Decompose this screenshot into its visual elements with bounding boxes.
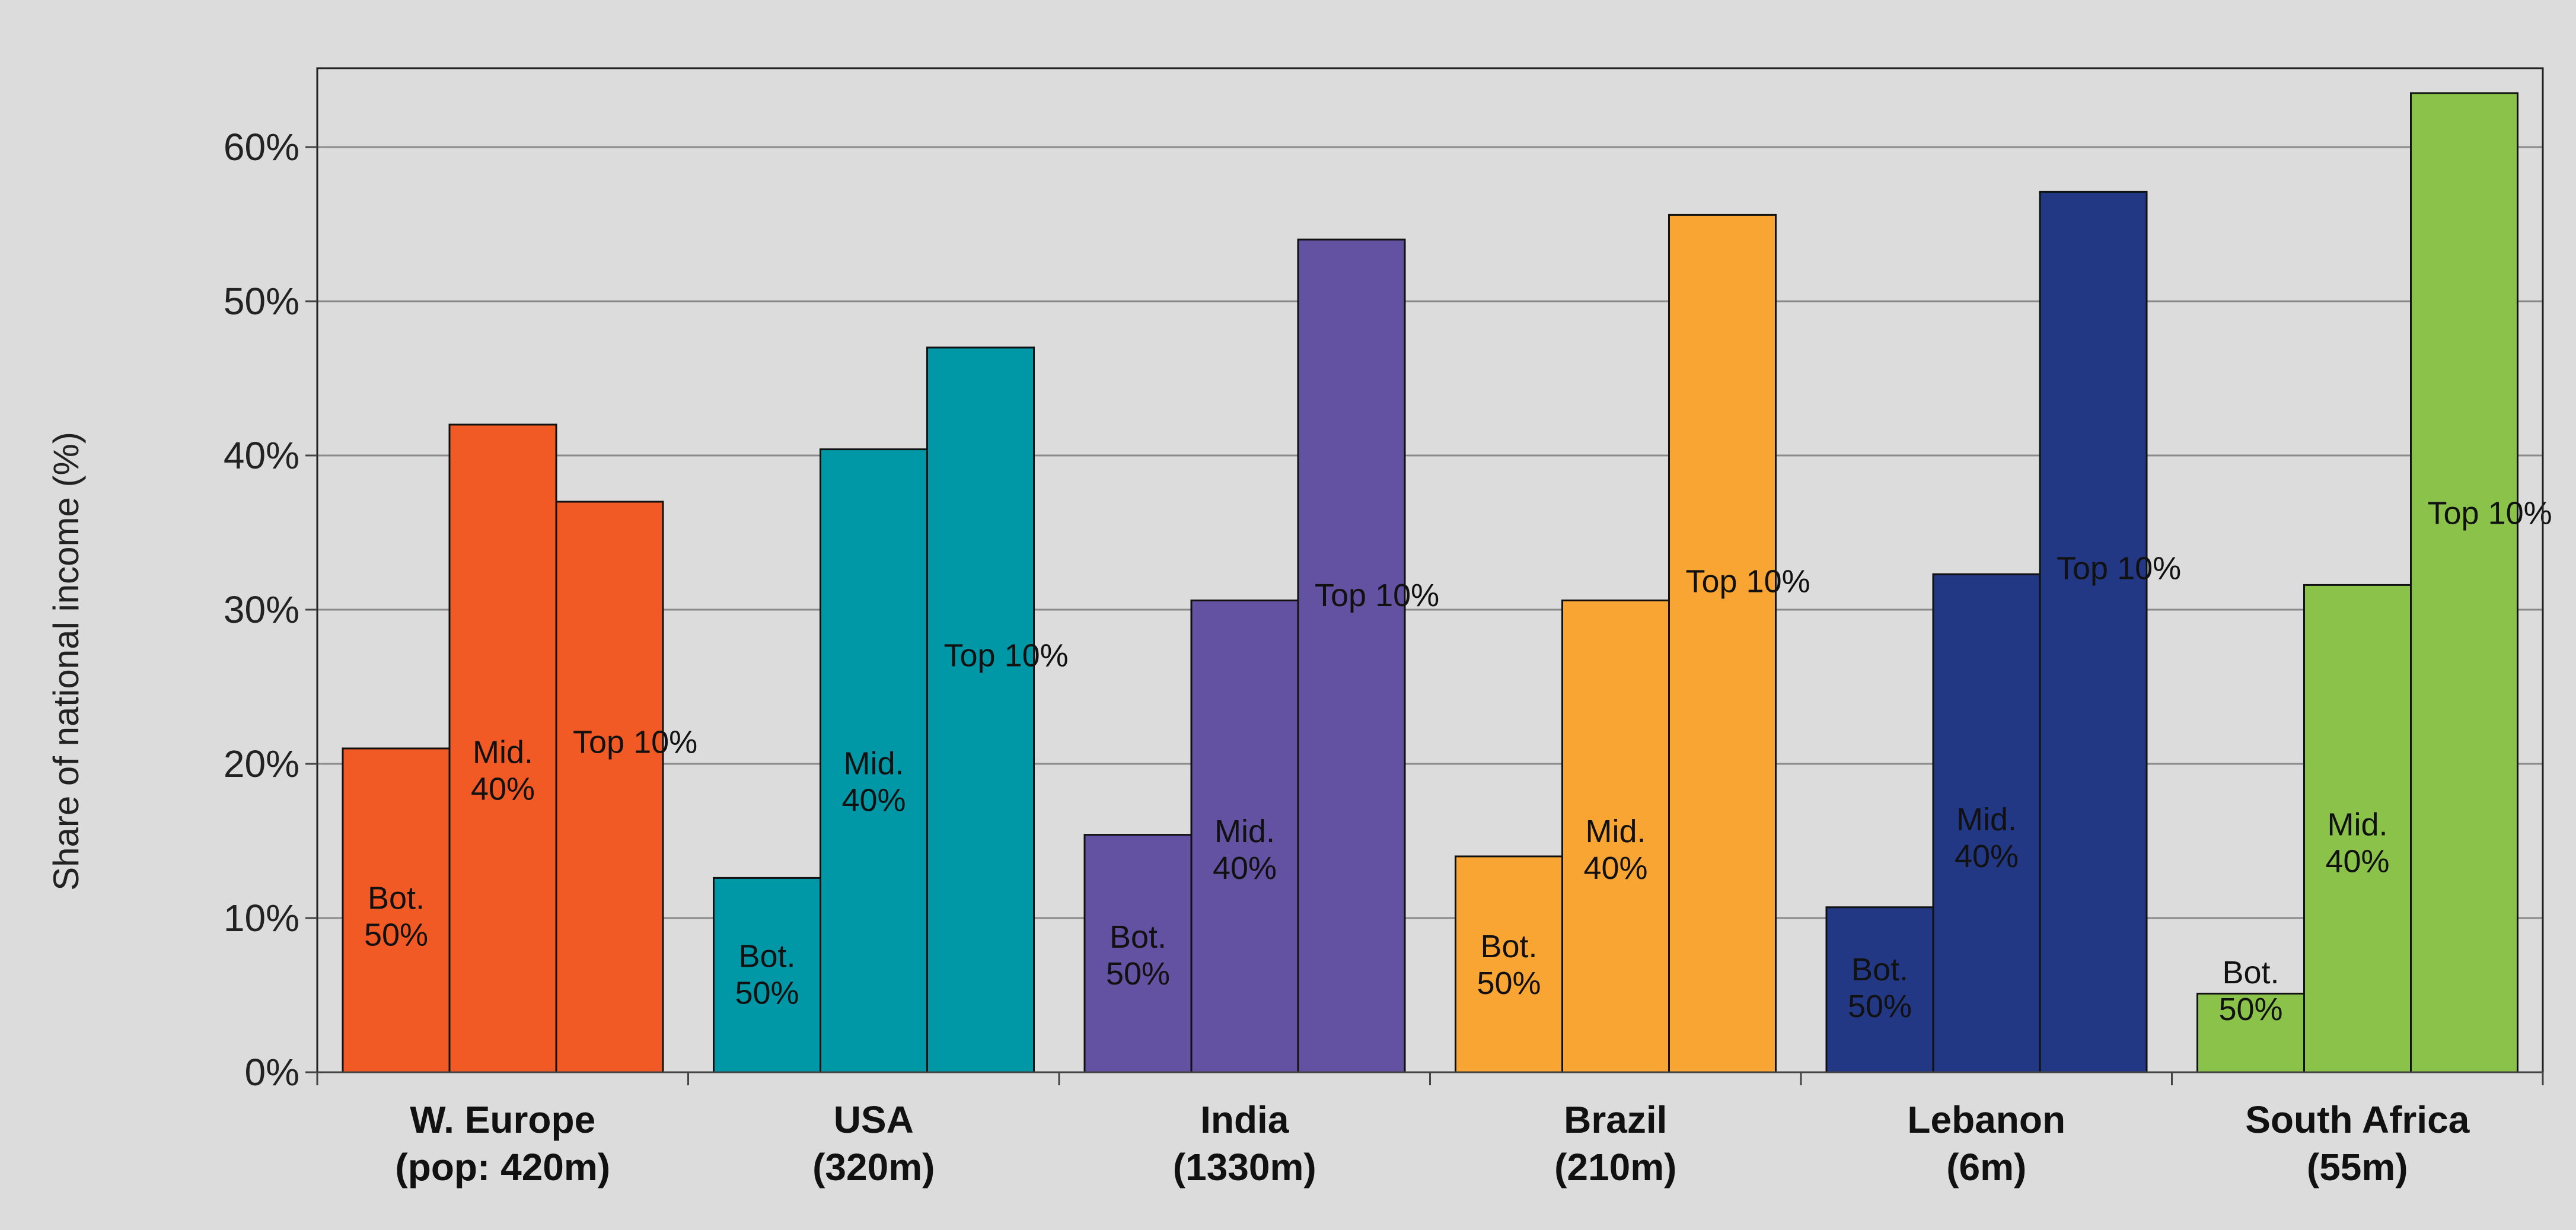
bar [1668,214,1777,1073]
bar [1932,573,2041,1073]
y-tick-label: 0% [245,1051,300,1094]
y-tick-label: 40% [224,434,299,477]
bar-label: 50% [1848,989,1912,1024]
y-tick-label: 60% [224,126,299,168]
bar-label: Bot. [2222,955,2279,990]
bar [2303,584,2412,1073]
bar [820,448,928,1073]
bar [2039,190,2148,1073]
bar-label: Mid. [473,735,533,770]
bar-label: 40% [1583,850,1647,886]
category-label: (210m) [1554,1146,1676,1188]
bar-label: Top 10% [1686,563,1810,599]
category-label: (320m) [812,1146,935,1188]
bar-label: Bot. [368,880,425,916]
category-label: (pop: 420m) [395,1146,610,1188]
bar [2410,92,2518,1073]
category-label: (55m) [2307,1146,2408,1188]
bar [1561,599,1670,1073]
category-label: (6m) [1946,1146,2026,1188]
y-tick-label: 20% [224,743,299,785]
category-label: USA [834,1098,914,1141]
bar-label: 50% [1106,956,1170,992]
bar-label: Mid. [1956,802,2017,837]
bar-label: 40% [1213,850,1277,886]
bar [1083,834,1193,1073]
y-axis-title: Share of national income (%) [46,432,86,891]
bar [555,501,664,1073]
bar-label: Top 10% [944,638,1069,674]
bar [713,877,821,1073]
gridlines [317,146,2543,919]
bar-label: 40% [841,782,906,818]
bar-label: 50% [1477,965,1541,1001]
bar-label: 50% [364,917,428,952]
bar-label: 50% [735,976,799,1011]
bar [1825,906,1934,1073]
bar-label: Mid. [2327,807,2387,842]
bar-label: 50% [2218,992,2282,1027]
axes: 0% 10% 20% 30% 40% 50% 60% W. Europe (pop: 420m)… [224,67,2544,1188]
bar-label: Bot. [1851,952,1908,987]
bar-label: Bot. [1110,919,1166,955]
bar [926,346,1035,1073]
category-label: W. Europe [410,1098,595,1141]
bar-label: Bot. [738,939,795,974]
bar-label: Mid. [1214,814,1275,849]
bar-label: 40% [1955,839,2019,874]
y-tick-label: 10% [224,897,299,939]
bar-labels: Bot.50%Mid.40%Top 10%Bot.50%Mid.40%Top 1… [364,495,2552,1027]
bar [1455,855,1563,1073]
bar-label: Top 10% [573,724,697,760]
category-label: Lebanon [1907,1098,2065,1141]
y-tick-label: 50% [224,280,299,323]
bar [1297,238,1406,1073]
bars [342,92,2518,1073]
category-label: Brazil [1564,1098,1667,1141]
category-label: India [1200,1098,1289,1141]
bar-label: 40% [2325,843,2389,879]
bar-label: Bot. [1480,929,1537,964]
bar-label: 40% [471,772,535,807]
bar-label: Top 10% [1315,578,1439,613]
y-tick-label: 30% [224,588,299,631]
bar-label: Mid. [1585,814,1646,849]
bar [1190,599,1299,1073]
category-label: (1330m) [1173,1146,1316,1188]
bar-label: Top 10% [2057,551,2181,587]
bar-label: Top 10% [2428,495,2552,531]
bar-label: Mid. [843,745,904,781]
category-label: South Africa [2245,1098,2470,1141]
